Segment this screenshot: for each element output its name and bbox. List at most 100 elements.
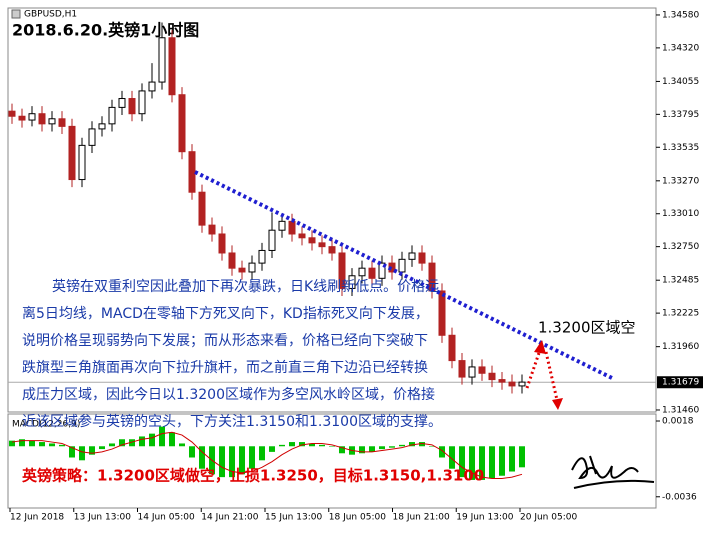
candle-body <box>188 151 196 193</box>
annotation: 英镑在双重利空因此叠加下再次暴跌，日K线刷新低点。价格远离5日均线，MACD在零… <box>22 278 442 430</box>
macd-bar <box>169 432 175 447</box>
y-tick-label: 1.33270 <box>662 176 699 186</box>
annotation-line: 离5日均线，MACD在零轴下方死叉向下，KD指标死叉向下发展， <box>22 305 429 322</box>
macd-bar <box>59 444 65 447</box>
candle-body <box>438 290 446 336</box>
macd-bar <box>439 446 445 458</box>
candle-body <box>518 381 526 387</box>
arrow-head-up <box>534 340 546 354</box>
candle-body <box>258 249 266 264</box>
y-tick-label: 0.0018 <box>662 417 694 427</box>
candle-body <box>368 267 376 279</box>
candle-body <box>288 220 296 235</box>
x-tick-label: 18 Jun 05:00 <box>329 513 386 523</box>
y-tick-label: 1.34320 <box>662 43 699 53</box>
macd-bar <box>329 446 335 447</box>
macd-bar <box>239 446 245 475</box>
candle-body <box>98 123 106 130</box>
candle-body <box>338 252 346 289</box>
candle-body <box>38 113 46 125</box>
macd-bar <box>419 442 425 447</box>
macd-bar <box>289 442 295 447</box>
macd-bar <box>409 442 415 447</box>
y-tick-label: 1.34580 <box>662 10 699 20</box>
candle-body <box>28 113 36 121</box>
annotation-line: 跌旗型三角旗面再次向下拉升旗杆，而之前直三角下边沿已经转换 <box>22 359 428 376</box>
x-tick-label: 18 Jun 21:00 <box>393 513 450 523</box>
candle-body <box>498 379 506 383</box>
y-tick-label: 1.31960 <box>662 342 699 352</box>
macd-bar <box>279 444 285 447</box>
candle-body <box>8 110 16 117</box>
symbol-icon <box>11 9 21 19</box>
x-tick-label: 12 Jun 2018 <box>10 513 64 523</box>
arrow-head-down <box>552 398 563 410</box>
x-tick-label: 15 Jun 13:00 <box>265 513 322 523</box>
macd-bar <box>129 439 135 447</box>
macd-bar <box>89 446 95 455</box>
candle-body <box>88 128 96 146</box>
macd-bar <box>359 446 365 454</box>
candle-body <box>148 81 156 92</box>
macd-bar <box>199 446 205 469</box>
macd-bar <box>379 446 385 450</box>
y-tick-label: 1.33535 <box>662 143 699 153</box>
macd-bar <box>489 446 495 479</box>
macd-bar <box>39 442 45 447</box>
macd-bar <box>339 446 345 454</box>
macd-bar <box>259 446 265 461</box>
annotation-line: 说明价格呈现弱势向下发展；而从形态来看，价格已经向下突破下 <box>22 333 428 349</box>
target-label: 1.3200区域空 <box>538 319 636 337</box>
y-tick-label: 1.32485 <box>662 276 699 286</box>
candle-body <box>78 144 86 181</box>
macd-bar <box>509 446 515 472</box>
signature <box>571 455 655 489</box>
macd-bar <box>249 446 255 469</box>
candle-body <box>348 275 356 289</box>
candle-body <box>458 360 466 378</box>
macd-bar <box>229 446 235 478</box>
macd-bar <box>319 444 325 447</box>
candle-body <box>118 98 126 108</box>
macd-bar <box>479 446 485 480</box>
candle-body <box>108 106 116 125</box>
y-tick-label: 1.32750 <box>662 242 699 252</box>
last-price-box <box>657 376 703 389</box>
y-tick-label: 1.34055 <box>662 77 699 87</box>
x-tick-label: 20 Jun 05:00 <box>520 513 577 523</box>
symbol-title: GBPUSD,H1 <box>24 10 77 20</box>
plot-area: 1.34580 1.34320 1.34055 1.33795 1.33535 1.332… <box>8 10 703 523</box>
candle-body <box>248 262 256 273</box>
x-tick-label: 14 Jun 21:00 <box>201 513 258 523</box>
y-tick-label: 1.33010 <box>662 209 699 219</box>
macd-bar <box>499 446 505 476</box>
candle-body <box>278 220 286 231</box>
candle-body <box>308 237 316 244</box>
candle-body <box>18 115 26 121</box>
candle-body <box>398 258 406 273</box>
candle-body <box>508 381 516 387</box>
y-tick-label: -0.0036 <box>662 492 697 502</box>
macd-bar <box>389 446 395 448</box>
candle-body <box>318 242 326 248</box>
candle-body <box>138 90 146 115</box>
candle-body <box>48 118 56 125</box>
candle-body <box>68 125 76 181</box>
macd-bar <box>19 439 25 447</box>
candle-body <box>328 246 336 254</box>
macd-title: MACD(12,26,9) <box>12 420 80 430</box>
macd-bar <box>9 440 15 447</box>
main-frame <box>7 7 657 413</box>
macd-bar <box>449 446 455 469</box>
candle-body <box>228 252 236 269</box>
macd-bar <box>99 446 105 450</box>
macd-bar <box>269 446 275 452</box>
macd-bar <box>189 446 195 458</box>
macd-bar <box>469 446 475 480</box>
candle-body <box>418 252 426 264</box>
macd-bar <box>519 446 525 468</box>
macd-bar <box>79 446 85 461</box>
signal-line <box>11 431 523 480</box>
